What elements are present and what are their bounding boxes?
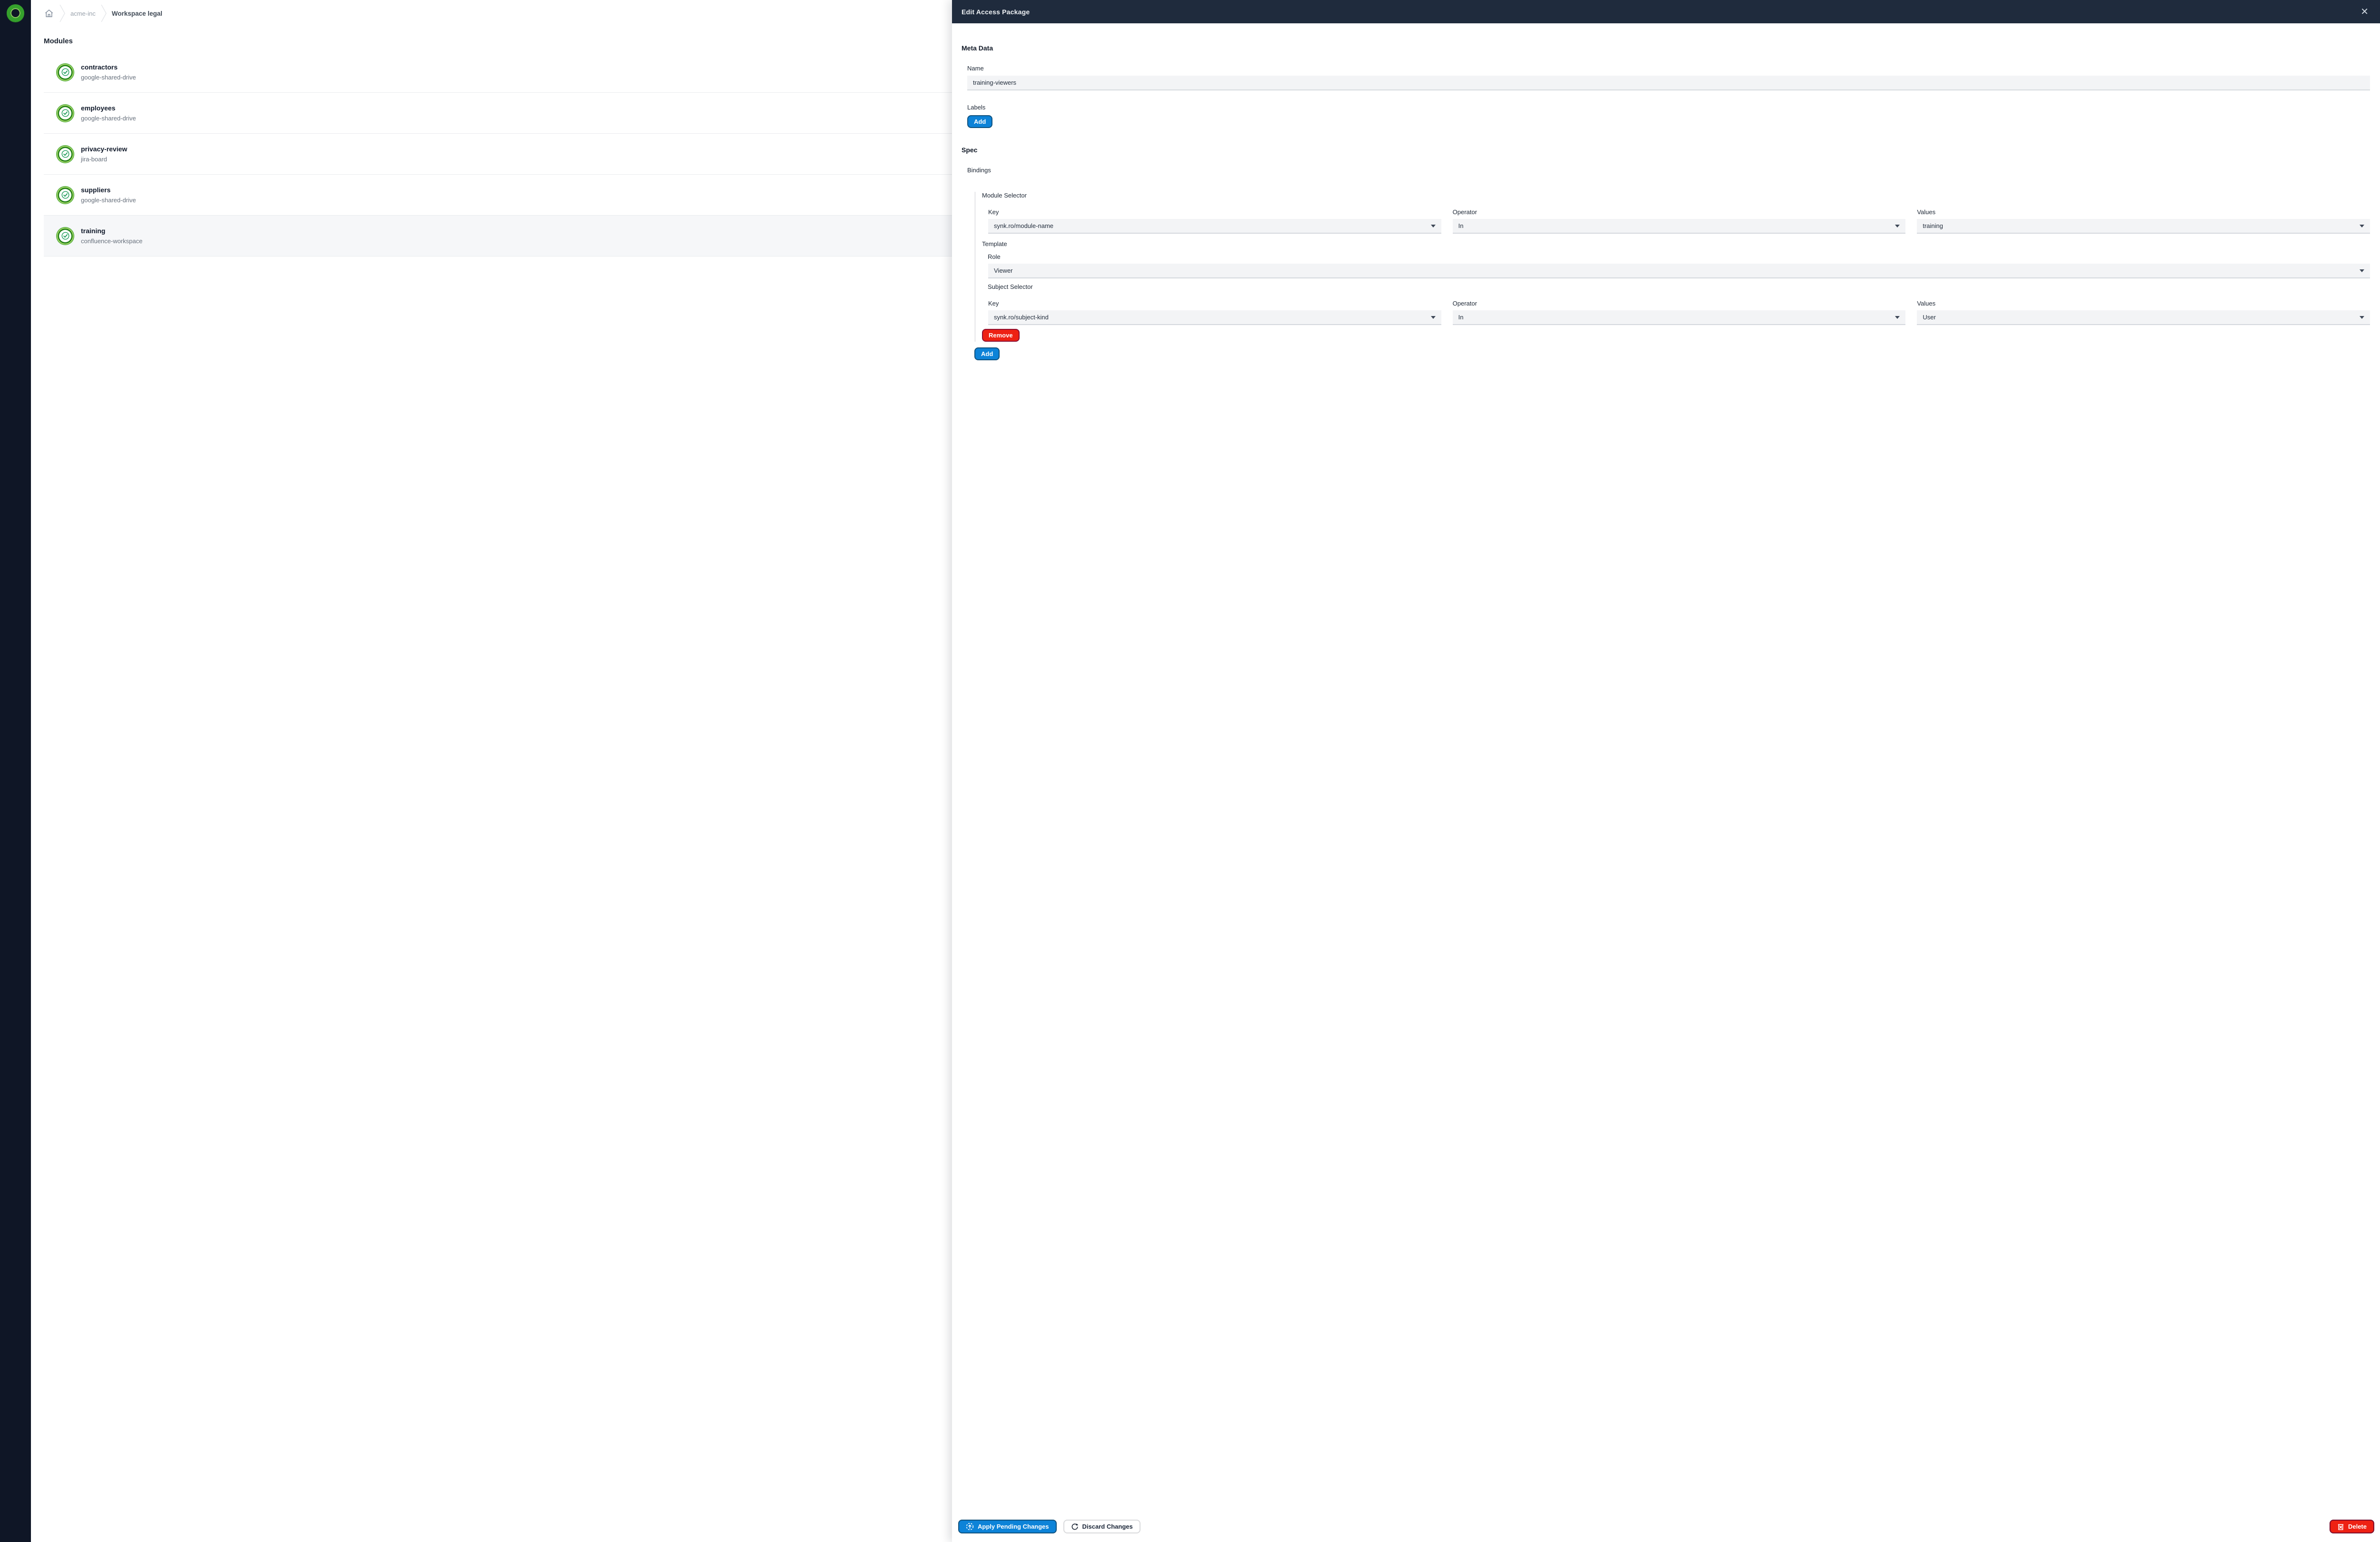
delete-button[interactable]: Delete bbox=[2329, 1520, 2374, 1533]
module-source: confluence-workspace bbox=[81, 237, 143, 245]
modules-heading: Modules bbox=[44, 37, 73, 45]
drawer-title: Edit Access Package bbox=[962, 8, 1030, 16]
apply-icon bbox=[966, 1522, 974, 1531]
chevron-down-icon bbox=[1895, 316, 1900, 319]
role-label: Role bbox=[988, 253, 1001, 260]
module-values-select[interactable]: training bbox=[1917, 219, 2370, 234]
home-icon[interactable] bbox=[44, 8, 54, 19]
chevron-down-icon bbox=[2360, 316, 2364, 319]
role-select[interactable]: Viewer bbox=[988, 264, 2370, 278]
drawer-body: Meta Data Name Labels Add Spec Bindings … bbox=[952, 23, 2380, 1520]
add-binding-button[interactable]: Add bbox=[974, 347, 1000, 360]
module-status-icon bbox=[56, 104, 74, 122]
spec-heading: Spec bbox=[962, 146, 978, 154]
discard-changes-button[interactable]: Discard Changes bbox=[1063, 1520, 1140, 1533]
values-label: Values bbox=[1917, 208, 1936, 216]
module-name: privacy-review bbox=[81, 145, 128, 153]
module-selector-heading: Module Selector bbox=[982, 192, 1027, 199]
module-selector-labels: Key Operator Values bbox=[988, 199, 2370, 216]
close-icon[interactable]: ✕ bbox=[2360, 6, 2369, 17]
breadcrumb-chevron-icon bbox=[100, 4, 107, 23]
labels-label: Labels bbox=[967, 104, 986, 111]
template-heading: Template bbox=[982, 240, 1007, 247]
breadcrumb-current: Workspace legal bbox=[111, 10, 163, 17]
subject-values-select[interactable]: User bbox=[1917, 310, 2370, 325]
module-status-icon bbox=[56, 186, 74, 204]
module-status-icon bbox=[56, 227, 74, 245]
binding-group: Module Selector Key Operator Values synk… bbox=[974, 192, 2370, 342]
subject-selector-fields: synk.ro/subject-kind In User bbox=[988, 307, 2370, 325]
values-label: Values bbox=[1917, 300, 1936, 307]
module-name: suppliers bbox=[81, 186, 111, 194]
name-label: Name bbox=[967, 65, 984, 72]
trash-icon bbox=[2337, 1523, 2344, 1531]
remove-binding-button[interactable]: Remove bbox=[982, 329, 1020, 342]
module-name: employees bbox=[81, 104, 116, 112]
chevron-down-icon bbox=[1430, 224, 1436, 227]
module-operator-select[interactable]: In bbox=[1452, 219, 1906, 234]
operator-label: Operator bbox=[1452, 300, 1477, 307]
sidebar bbox=[0, 0, 31, 1542]
discard-icon bbox=[1071, 1523, 1079, 1531]
module-key-select[interactable]: synk.ro/module-name bbox=[988, 219, 1441, 234]
drawer-header: Edit Access Package ✕ bbox=[952, 0, 2380, 23]
breadcrumb-chevron-icon bbox=[59, 4, 66, 23]
apply-pending-changes-button[interactable]: Apply Pending Changes bbox=[958, 1520, 1057, 1533]
module-name: training bbox=[81, 227, 106, 235]
module-name: contractors bbox=[81, 63, 118, 71]
breadcrumb: acme-inc Workspace legal bbox=[44, 0, 2380, 27]
bindings-label: Bindings bbox=[967, 167, 991, 174]
module-selector-fields: synk.ro/module-name In training bbox=[988, 216, 2370, 234]
subject-selector-labels: Key Operator Values bbox=[988, 290, 2370, 307]
breadcrumb-org[interactable]: acme-inc bbox=[70, 10, 96, 17]
chevron-down-icon bbox=[2360, 224, 2364, 227]
meta-data-heading: Meta Data bbox=[962, 44, 993, 52]
key-label: Key bbox=[988, 300, 999, 307]
key-label: Key bbox=[988, 208, 999, 216]
chevron-down-icon bbox=[1430, 316, 1436, 319]
module-source: jira-board bbox=[81, 156, 107, 163]
labels-add-button[interactable]: Add bbox=[967, 115, 993, 128]
operator-label: Operator bbox=[1452, 208, 1477, 216]
drawer-footer: Apply Pending Changes Discard Changes bbox=[952, 1520, 2380, 1542]
subject-key-select[interactable]: synk.ro/subject-kind bbox=[988, 310, 1441, 325]
module-source: google-shared-drive bbox=[81, 197, 136, 204]
name-input[interactable] bbox=[967, 76, 2370, 90]
chevron-down-icon bbox=[1895, 224, 1900, 227]
subject-operator-select[interactable]: In bbox=[1452, 310, 1906, 325]
module-source: google-shared-drive bbox=[81, 74, 136, 81]
module-status-icon bbox=[56, 145, 74, 163]
chevron-down-icon bbox=[2360, 269, 2364, 272]
subject-selector-heading: Subject Selector bbox=[988, 283, 1033, 290]
module-source: google-shared-drive bbox=[81, 115, 136, 122]
edit-access-package-drawer: Edit Access Package ✕ Meta Data Name Lab… bbox=[952, 0, 2380, 1542]
module-status-icon bbox=[56, 63, 74, 81]
app-logo-icon[interactable] bbox=[7, 4, 24, 22]
